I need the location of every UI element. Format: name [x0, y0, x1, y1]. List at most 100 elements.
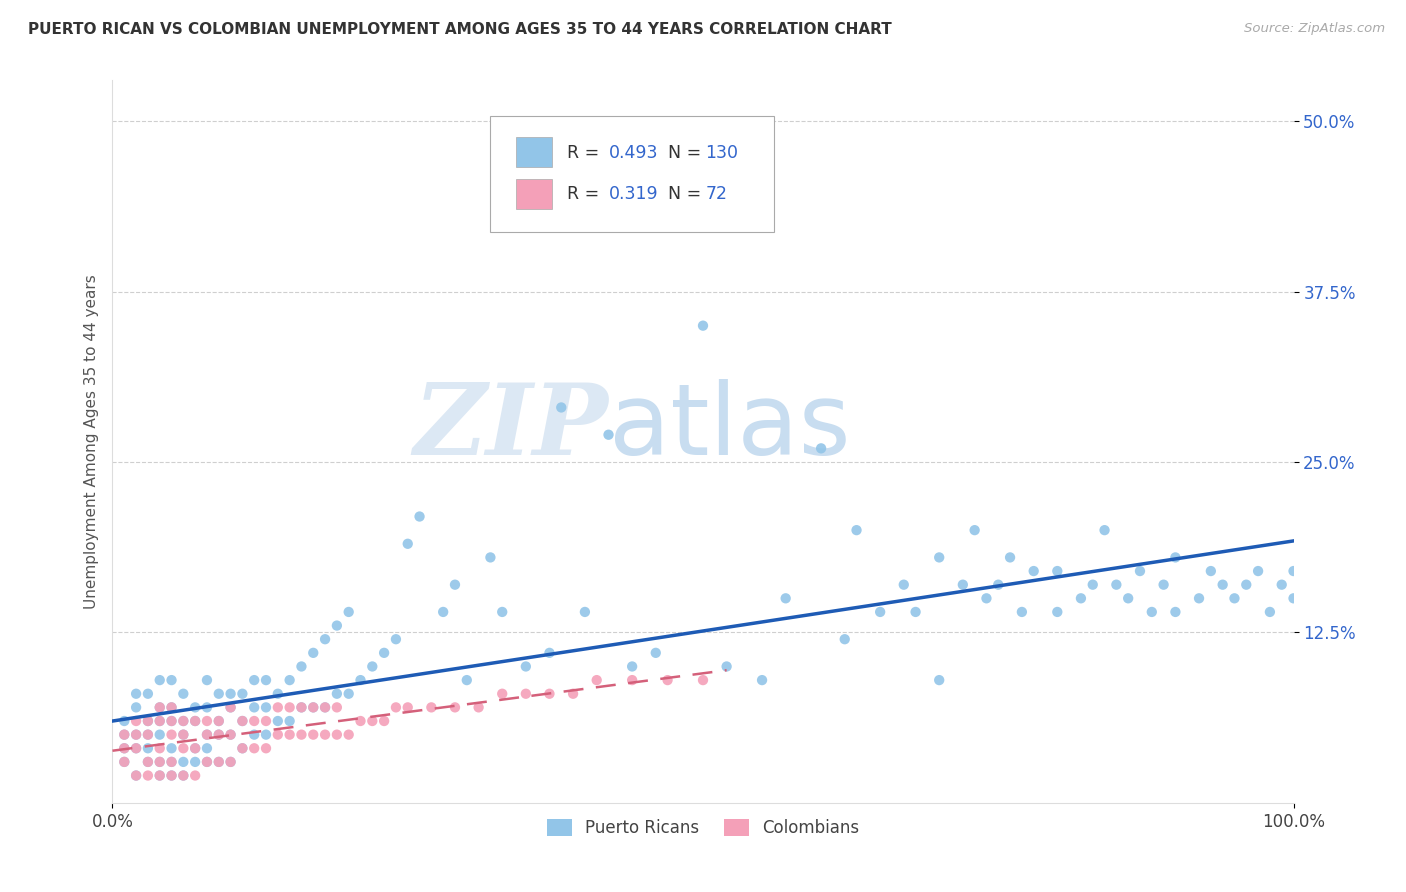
Point	[136, 687, 159, 701]
Text: N =: N =	[668, 144, 700, 161]
Point	[172, 728, 194, 742]
Point	[337, 687, 360, 701]
Point	[125, 741, 148, 756]
Point	[467, 700, 489, 714]
Point	[349, 714, 371, 728]
Point	[904, 605, 927, 619]
Point	[290, 700, 312, 714]
Point	[184, 700, 207, 714]
Point	[195, 673, 218, 687]
Point	[751, 673, 773, 687]
Point	[125, 687, 148, 701]
Point	[184, 714, 207, 728]
Point	[1234, 577, 1257, 591]
Text: Source: ZipAtlas.com: Source: ZipAtlas.com	[1244, 22, 1385, 36]
Point	[172, 741, 194, 756]
Point	[278, 714, 301, 728]
Point	[112, 755, 135, 769]
Point	[385, 700, 408, 714]
Point	[550, 401, 572, 415]
Point	[172, 714, 194, 728]
Point	[444, 700, 467, 714]
Point	[1105, 577, 1128, 591]
Point	[184, 741, 207, 756]
Point	[125, 768, 148, 782]
Point	[208, 755, 231, 769]
Point	[149, 700, 172, 714]
Point	[1046, 605, 1069, 619]
Point	[456, 673, 478, 687]
Point	[1153, 577, 1175, 591]
Point	[361, 659, 384, 673]
Point	[112, 714, 135, 728]
Point	[160, 673, 183, 687]
Point	[585, 673, 607, 687]
Point	[1140, 605, 1163, 619]
Point	[326, 687, 349, 701]
Point	[208, 714, 231, 728]
Point	[243, 700, 266, 714]
Point	[515, 659, 537, 673]
Text: atlas: atlas	[609, 378, 851, 475]
Point	[716, 659, 738, 673]
Point	[963, 523, 986, 537]
Point	[219, 755, 242, 769]
Point	[243, 741, 266, 756]
Point	[1081, 577, 1104, 591]
Point	[160, 741, 183, 756]
Point	[254, 728, 277, 742]
Point	[420, 700, 443, 714]
Point	[231, 741, 253, 756]
Point	[928, 673, 950, 687]
Point	[337, 605, 360, 619]
Point	[491, 687, 513, 701]
Point	[1223, 591, 1246, 606]
Point	[184, 755, 207, 769]
Point	[219, 700, 242, 714]
FancyBboxPatch shape	[516, 136, 551, 167]
Point	[444, 577, 467, 591]
Point	[314, 632, 336, 647]
Point	[219, 755, 242, 769]
Text: 72: 72	[706, 186, 727, 203]
FancyBboxPatch shape	[491, 116, 773, 232]
Point	[208, 687, 231, 701]
Point	[160, 755, 183, 769]
Point	[1271, 577, 1294, 591]
Y-axis label: Unemployment Among Ages 35 to 44 years: Unemployment Among Ages 35 to 44 years	[83, 274, 98, 609]
Point	[361, 714, 384, 728]
Point	[1164, 605, 1187, 619]
Point	[1199, 564, 1222, 578]
Point	[869, 605, 891, 619]
Point	[644, 646, 666, 660]
Point	[112, 755, 135, 769]
Text: N =: N =	[668, 186, 700, 203]
Point	[149, 728, 172, 742]
Point	[373, 714, 395, 728]
Point	[243, 673, 266, 687]
Point	[326, 618, 349, 632]
Point	[987, 577, 1010, 591]
Point	[810, 442, 832, 456]
Point	[775, 591, 797, 606]
Point	[172, 687, 194, 701]
Point	[408, 509, 430, 524]
Point	[172, 755, 194, 769]
Point	[254, 673, 277, 687]
Point	[195, 728, 218, 742]
Point	[149, 673, 172, 687]
Point	[1282, 564, 1305, 578]
Point	[112, 741, 135, 756]
Point	[112, 728, 135, 742]
Point	[290, 659, 312, 673]
Point	[692, 318, 714, 333]
Point	[149, 714, 172, 728]
Point	[125, 768, 148, 782]
Point	[160, 768, 183, 782]
Point	[160, 768, 183, 782]
Point	[290, 700, 312, 714]
Point	[125, 700, 148, 714]
Point	[538, 646, 561, 660]
Point	[208, 714, 231, 728]
Point	[136, 714, 159, 728]
